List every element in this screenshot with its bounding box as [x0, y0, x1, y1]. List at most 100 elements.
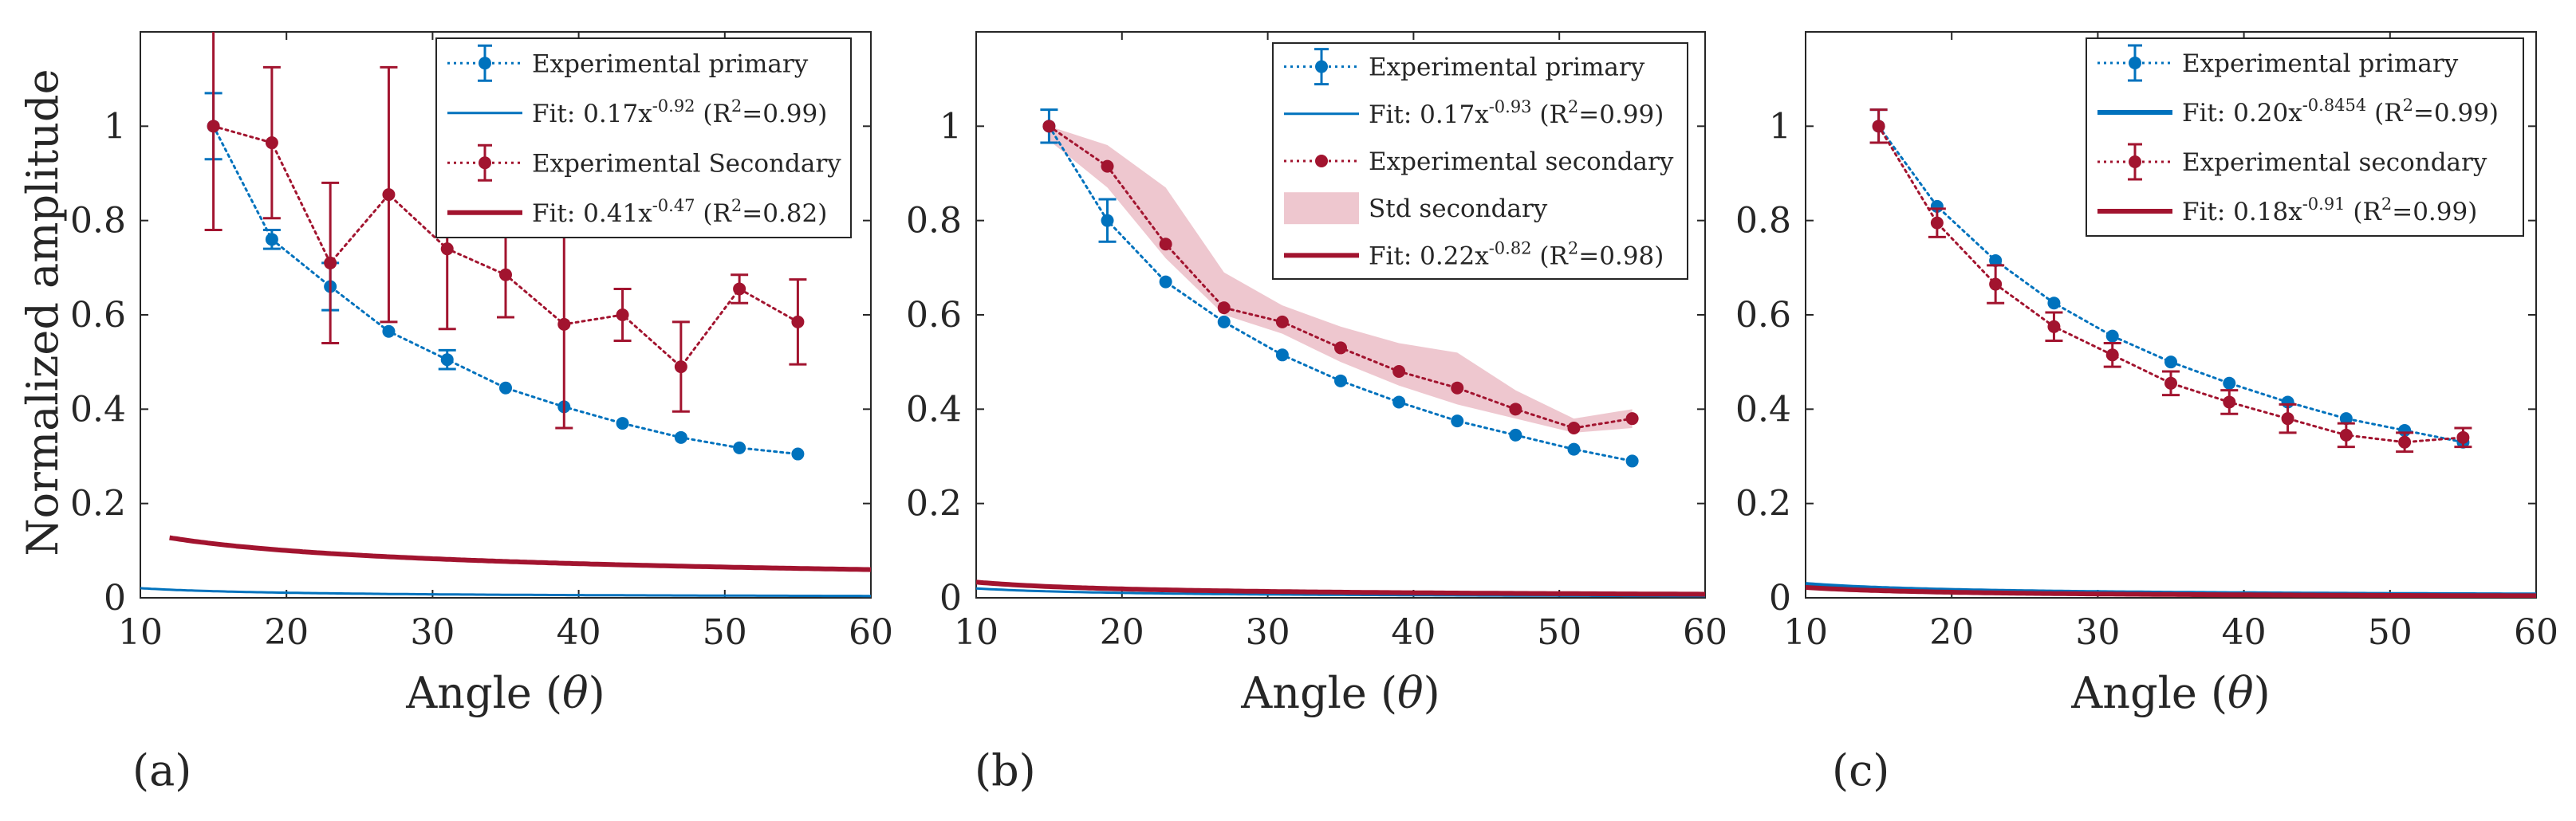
secondary-series-point	[1451, 381, 1464, 395]
primary-series-point	[1159, 275, 1172, 289]
legend-fit-exponent: -0.82	[1489, 238, 1532, 257]
x-axis-label: Angle (θ)	[1240, 668, 1440, 718]
legend-label: Fit: 0.41x-0.47 (R2=0.82)	[532, 196, 827, 228]
x-tick-label: 60	[1683, 612, 1727, 653]
legend-fit-prefix: Fit: 0.18x	[2182, 198, 2302, 226]
legend: Experimental primary Fit: 0.20x-0.8454 (R…	[2086, 37, 2524, 237]
y-tick-label: 0.4	[906, 389, 962, 430]
secondary-series-point	[791, 315, 805, 328]
secondary-series-point	[2339, 428, 2353, 442]
legend-fit-exponent: -0.47	[652, 196, 695, 215]
y-tick-label: 0.2	[70, 484, 126, 524]
x-axis-label-text: Angle (	[405, 668, 562, 718]
secondary-series-point	[1217, 301, 1231, 315]
secondary-series-point	[733, 282, 746, 296]
legend-label: Fit: 0.20x-0.8454 (R2=0.99)	[2182, 96, 2499, 128]
legend-swatch-point	[1315, 155, 1328, 167]
legend-fit-r-value: =0.99)	[2413, 99, 2499, 128]
legend-fit-r: (R	[2366, 99, 2404, 128]
plot-area	[140, 32, 871, 598]
legend-fit-exponent: -0.92	[652, 96, 695, 116]
primary-series-point	[674, 430, 687, 444]
secondary-series-point	[2398, 435, 2412, 449]
legend-fit-r-sup: 2	[1568, 238, 1578, 257]
x-tick-label: 20	[264, 612, 309, 653]
x-tick-label: 20	[1929, 612, 1974, 653]
x-tick-label: 10	[954, 612, 998, 653]
primary-series-point	[2339, 412, 2353, 426]
secondary-series-point	[1872, 120, 1885, 133]
secondary-series-point	[2164, 376, 2177, 390]
primary-series-point	[2105, 329, 2119, 343]
x-tick-label: 30	[410, 612, 455, 653]
primary-series-point	[499, 381, 512, 395]
legend-fit-prefix: Fit: 0.20x	[2182, 99, 2302, 128]
secondary-series-point	[2281, 412, 2294, 426]
secondary-series-point	[1159, 238, 1172, 251]
x-axis-label-close: )	[589, 668, 605, 718]
y-tick-label: 0.2	[1735, 484, 1791, 524]
x-tick-label: 10	[1783, 612, 1828, 653]
secondary-fit-curve	[976, 579, 1705, 597]
primary-series-point	[382, 324, 396, 338]
primary-series-point	[1989, 253, 2003, 267]
legend-label: Fit: 0.18x-0.91 (R2=0.99)	[2182, 194, 2477, 226]
legend-label: Fit: 0.22x-0.82 (R2=0.98)	[1369, 238, 1664, 270]
primary-series-point	[1334, 374, 1347, 387]
x-tick-label: 10	[118, 612, 163, 653]
legend-fit-exponent: -0.8454	[2302, 96, 2367, 115]
y-tick-label: 0.6	[1735, 295, 1791, 336]
std-secondary-band	[1049, 126, 1633, 433]
x-tick-label: 30	[1246, 612, 1290, 653]
legend-label: Experimental primary	[532, 49, 809, 78]
primary-series-point	[791, 447, 805, 461]
primary-series-point	[1275, 348, 1289, 362]
y-tick-label: 1	[1769, 106, 1791, 147]
y-tick-label: 0	[104, 578, 126, 619]
legend-fit-r-sup: 2	[731, 196, 742, 215]
legend-fit-exponent: -0.93	[1489, 97, 1532, 116]
panel-label: (a)	[132, 745, 191, 795]
y-tick-label: 0.8	[906, 201, 962, 242]
x-axis-label: Angle (θ)	[405, 668, 605, 718]
legend-fit-r-sup: 2	[731, 96, 742, 116]
secondary-series-point	[1989, 277, 2003, 291]
secondary-series-point	[2105, 348, 2119, 362]
legend-fit-exponent: -0.91	[2302, 194, 2346, 214]
panel-label: (b)	[975, 745, 1036, 795]
y-tick-label: 0.2	[906, 484, 962, 524]
legend-fit-prefix: Fit: 0.17x	[1369, 100, 1489, 129]
legend-swatch-point	[479, 57, 491, 70]
secondary-series-point	[1101, 159, 1114, 173]
secondary-series-point	[324, 256, 337, 269]
legend-fit-prefix: Fit: 0.41x	[532, 199, 652, 228]
legend-swatch-point	[2129, 155, 2141, 168]
plot-area	[976, 108, 1705, 598]
x-tick-label: 50	[2368, 612, 2413, 653]
legend-label: Experimental secondary	[1369, 147, 1674, 176]
secondary-series-point	[382, 188, 396, 202]
secondary-series-line	[1877, 124, 2464, 444]
secondary-series-point	[2047, 320, 2061, 333]
secondary-series-point	[1930, 216, 1944, 230]
chart-panel-a: 10 20 30 40 50 60 0 0.2 0.4 0.6 0.8 1 Angle (θ) (a) Ex…	[70, 31, 893, 795]
primary-series-point	[1567, 442, 1581, 456]
x-tick-label: 50	[703, 612, 747, 653]
legend-swatch-point	[479, 156, 491, 170]
primary-series-point	[1101, 214, 1114, 227]
legend-fit-r-value: =0.98)	[1578, 242, 1664, 270]
y-tick-label: 0.8	[1735, 201, 1791, 242]
y-tick-label: 0	[939, 578, 962, 619]
secondary-series-point	[1392, 365, 1406, 378]
legend-fit-r-sup: 2	[1568, 97, 1578, 116]
x-axis-label-symbol: θ	[1397, 668, 1424, 718]
secondary-series-point	[440, 242, 454, 256]
legend-box	[2086, 37, 2524, 237]
x-tick-label: 30	[2075, 612, 2120, 653]
x-tick-label: 60	[849, 612, 893, 653]
legend-fit-r-value: =0.99)	[2392, 198, 2477, 226]
legend-fit-prefix: Fit: 0.22x	[1369, 242, 1489, 270]
legend-swatch-point	[2129, 57, 2141, 69]
